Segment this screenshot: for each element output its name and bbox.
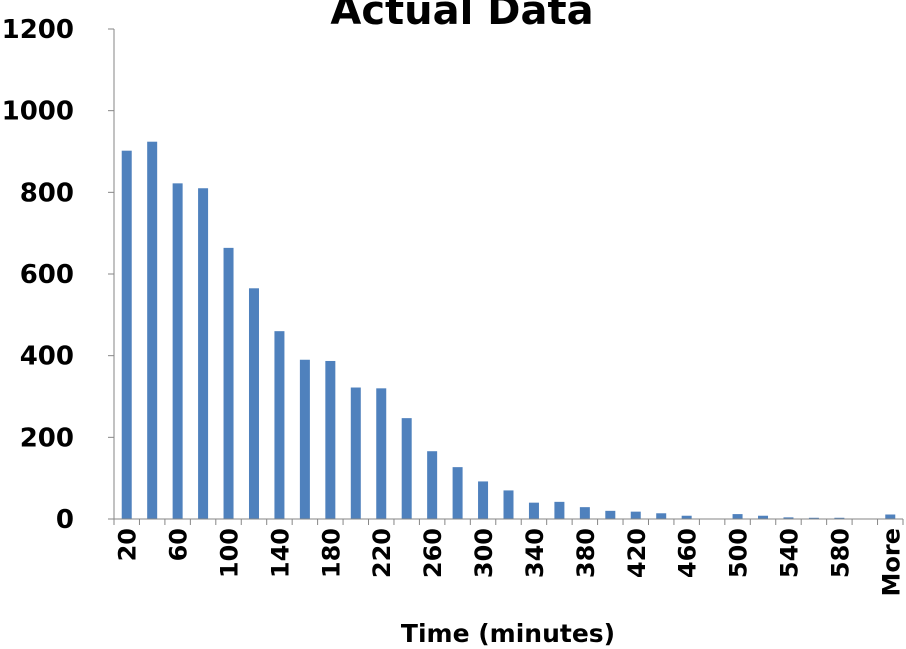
bar <box>656 513 667 519</box>
bar <box>452 467 463 519</box>
x-tick-label: 300 <box>470 528 498 578</box>
x-tick-label: 380 <box>572 528 600 578</box>
x-tick-label: 260 <box>419 528 447 578</box>
x-tick-label: 180 <box>317 528 345 578</box>
bar <box>503 490 514 519</box>
bar <box>121 150 132 519</box>
x-tick-label: 140 <box>266 528 294 578</box>
bar <box>478 481 489 519</box>
bar <box>427 451 438 519</box>
y-tick-label: 400 <box>20 342 74 372</box>
bar <box>758 515 769 519</box>
y-tick-label: 1000 <box>2 97 74 127</box>
bar <box>681 515 692 519</box>
bar <box>605 510 616 519</box>
bar <box>376 388 387 519</box>
x-tick-label: 540 <box>775 528 803 578</box>
bar <box>528 502 539 519</box>
bar <box>554 501 565 519</box>
bar <box>248 288 259 519</box>
x-tick-label: 20 <box>114 528 142 561</box>
x-tick-label: 100 <box>216 528 244 578</box>
y-tick-label: 200 <box>20 423 74 453</box>
bar <box>579 507 590 519</box>
x-tick-label: 220 <box>368 528 396 578</box>
y-tick-label: 0 <box>56 505 74 535</box>
bar <box>808 517 819 519</box>
bar <box>401 418 412 519</box>
bar <box>274 331 285 519</box>
y-axis-tick-labels: 0 200 400 600 800 1000 1200 <box>2 15 114 535</box>
bar <box>732 514 743 519</box>
bar <box>223 247 234 519</box>
bar <box>783 517 794 519</box>
x-tick-label: 500 <box>725 528 753 578</box>
x-axis-tick-labels: 20 60 100 140 180 220 260 300 340 380 420 460 500 540… <box>113 519 905 596</box>
bar <box>885 514 896 519</box>
y-tick-label: 600 <box>20 260 74 290</box>
bar <box>147 141 158 519</box>
bar <box>834 517 845 519</box>
bar <box>172 183 183 519</box>
y-tick-label: 1200 <box>2 15 74 45</box>
x-tick-label: 340 <box>521 528 549 578</box>
bar <box>350 387 361 519</box>
bar <box>299 359 310 519</box>
bar <box>630 511 641 519</box>
x-tick-label: More <box>877 528 905 596</box>
y-tick-label: 800 <box>20 178 74 208</box>
x-tick-label: 580 <box>826 528 854 578</box>
bar <box>198 188 209 519</box>
x-tick-label: 460 <box>674 528 702 578</box>
x-tick-label: 420 <box>623 528 651 578</box>
x-tick-label: 60 <box>165 528 193 561</box>
bars-group <box>121 141 896 519</box>
bar <box>325 360 336 519</box>
x-axis-label: Time (minutes) <box>401 619 615 648</box>
axes-group <box>113 29 903 520</box>
chart-title: Actual Data <box>330 0 593 34</box>
